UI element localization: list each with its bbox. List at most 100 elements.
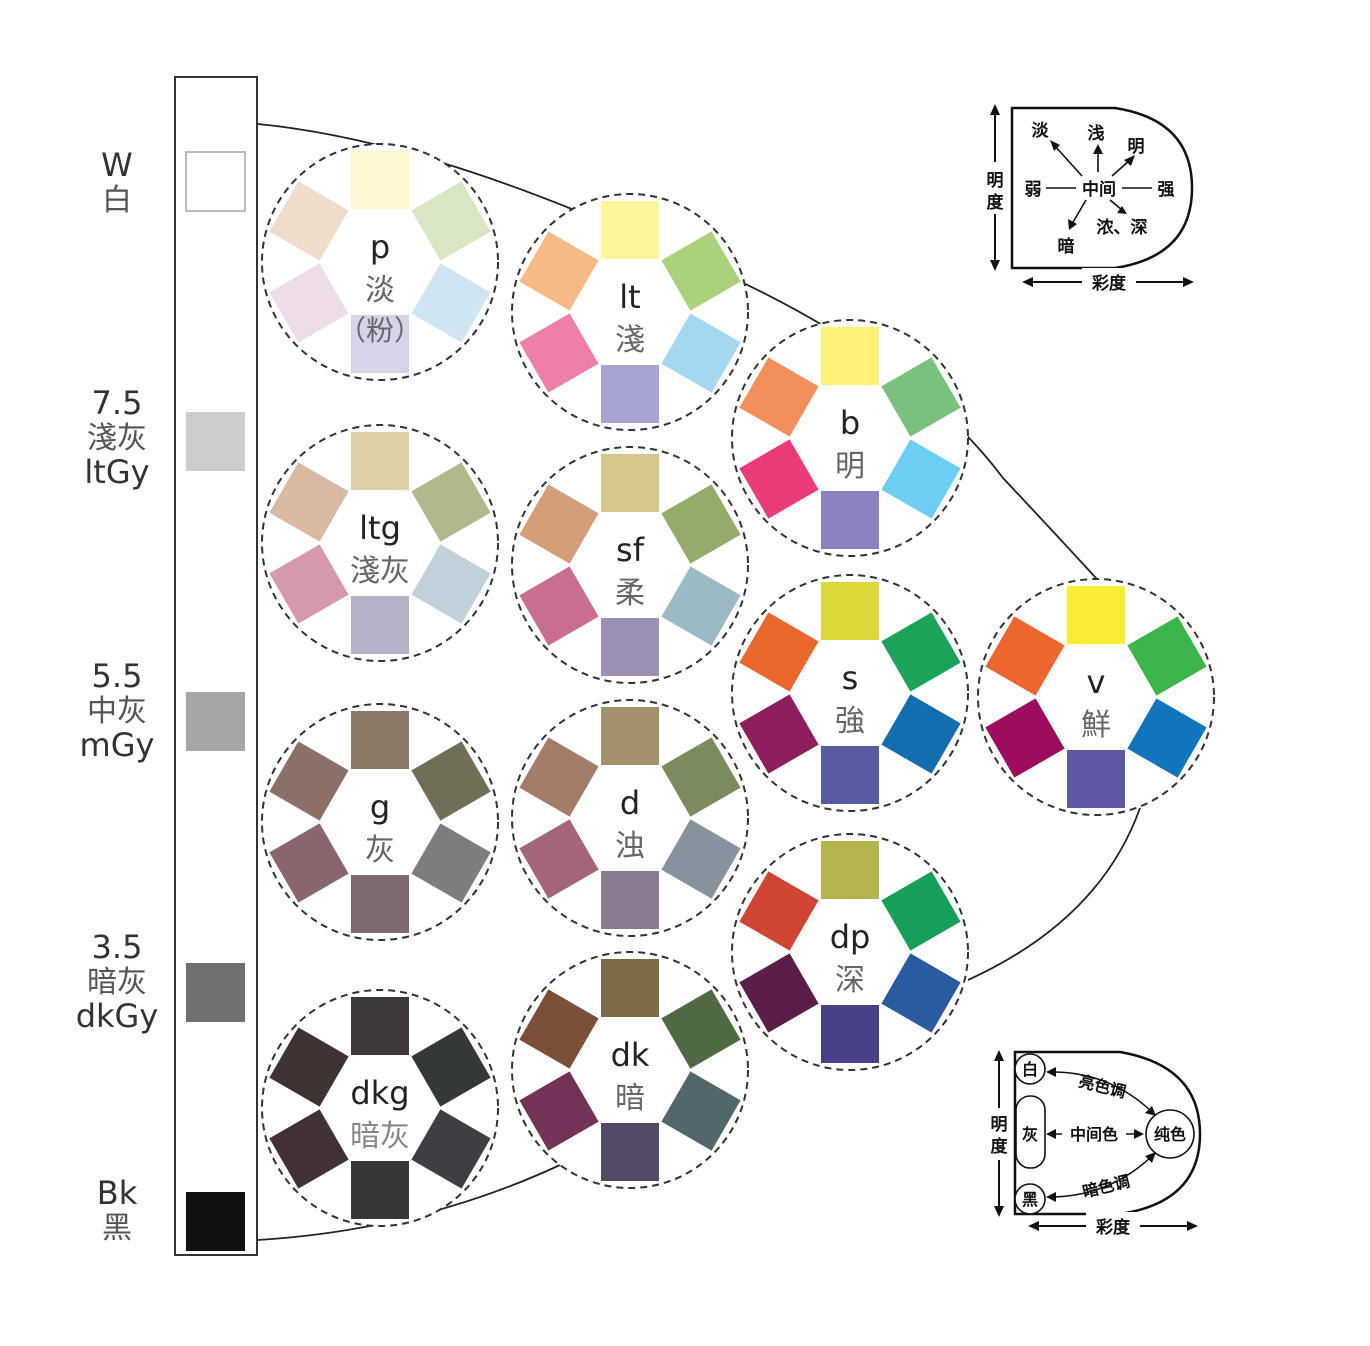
legend-bottom-vaxis-arrow-up	[994, 1050, 1004, 1061]
legend-bottom-haxis-arrow-left	[1028, 1221, 1039, 1231]
tone-swatch	[661, 313, 741, 393]
legend-top-light: 浅	[1088, 123, 1105, 144]
tone-swatch	[351, 711, 409, 769]
legend-top-center: 中间	[1082, 179, 1116, 200]
legend-top-bright: 明	[1128, 137, 1145, 157]
tone-swatch	[411, 1027, 491, 1107]
tone-wheel-dk: dk 暗	[511, 951, 749, 1189]
legend-top-haxis-arrow-left	[1022, 277, 1033, 287]
tone-swatch	[601, 365, 659, 423]
legend-top-haxis-label-bg	[1082, 268, 1136, 296]
tone-swatch	[351, 151, 409, 209]
tone-swatch	[269, 741, 349, 821]
legend-top-weak: 弱	[1025, 180, 1042, 200]
tone-swatch	[821, 841, 879, 899]
tone-swatch	[519, 737, 599, 817]
legend-bottom-haxis-label-bg	[1086, 1212, 1140, 1240]
tone-swatch	[881, 439, 961, 519]
legend-bottom-pure: 纯色	[1154, 1125, 1186, 1144]
gray-label-light-gray: 7.5 淺灰 ltGy	[62, 384, 172, 492]
tone-code-label: dkg	[350, 1074, 409, 1112]
tone-wheel-b: b明	[731, 319, 969, 557]
legend-top-deep: 浓、深	[1097, 217, 1148, 238]
legend-top-dark: 暗	[1058, 236, 1075, 257]
tone-swatch	[881, 612, 961, 692]
tone-swatch	[601, 871, 659, 929]
tone-swatch	[985, 698, 1065, 778]
tone-swatch	[411, 181, 491, 261]
tone-code-label: p	[370, 228, 390, 266]
tone-swatch	[269, 263, 349, 343]
tone-swatch	[519, 566, 599, 646]
tone-swatch	[821, 327, 879, 385]
tone-swatch	[739, 357, 819, 437]
gray-swatch-W	[185, 151, 246, 212]
tone-swatch	[351, 875, 409, 933]
gray-label-mid-gray-zh: 中灰	[87, 693, 147, 729]
tone-swatch	[411, 1109, 491, 1189]
tone-swatch	[269, 181, 349, 261]
tone-name-label: 淺灰	[350, 554, 410, 589]
tone-swatch	[269, 1109, 349, 1189]
tone-swatch	[661, 1071, 741, 1151]
legend-bottom-gray: 灰	[1022, 1125, 1038, 1144]
tone-wheel-dkg: dkg 暗灰	[261, 989, 499, 1227]
gray-label-white-code: W	[101, 146, 133, 184]
tone-swatch	[739, 694, 819, 774]
tone-swatch	[601, 707, 659, 765]
tone-wheel-sf: sf 柔	[511, 446, 749, 684]
tone-swatch	[519, 484, 599, 564]
tone-swatch	[1127, 616, 1207, 696]
legend-bottom-pure-circle	[1145, 1109, 1195, 1159]
tone-swatch	[821, 582, 879, 640]
tone-sub-label: （粉）	[338, 314, 422, 347]
legend-tone-types: 明度 彩度 白 灰 黑 纯色 亮色调 中间色 暗色调	[987, 1050, 1202, 1240]
tone-swatch	[519, 1071, 599, 1151]
gray-label-black-zh: 黑	[102, 1210, 132, 1246]
gray-label-dark-gray-en: dkGy	[75, 997, 159, 1036]
gray-swatch-dkGy	[186, 963, 245, 1022]
gray-label-dark-gray: 3.5 暗灰 dkGy	[62, 929, 172, 1036]
legend-bottom-black: 黑	[1022, 1190, 1038, 1209]
legend-top-pale: 淡	[1032, 121, 1050, 141]
gray-swatch-Bk	[186, 1192, 245, 1251]
legend-bottom-white: 白	[1022, 1060, 1038, 1079]
tone-name-label: 浊	[615, 829, 645, 864]
gray-swatch-ltGy	[186, 412, 245, 471]
tone-swatch	[821, 746, 879, 804]
tone-swatch	[661, 231, 741, 311]
tone-swatch	[661, 484, 741, 564]
legend-bottom-vaxis-arrow-down	[994, 1206, 1004, 1217]
tone-wheel-g: g灰	[261, 703, 499, 941]
tone-swatch	[351, 1161, 409, 1219]
gray-label-light-gray-en: ltGy	[84, 453, 150, 492]
tone-swatch	[601, 454, 659, 512]
tone-swatch	[411, 823, 491, 903]
tone-name-label: 明	[835, 449, 865, 484]
gray-label-white: W 白	[62, 146, 172, 217]
tone-swatch	[821, 491, 879, 549]
tone-swatch	[519, 989, 599, 1069]
legend-bottom-vaxis-label-bg	[987, 1108, 1011, 1160]
tone-code-label: lt	[619, 278, 640, 316]
tone-wheel-v: v鮮	[977, 578, 1215, 816]
tone-swatch	[739, 439, 819, 519]
legend-bottom-mid: 中间色	[1070, 1125, 1118, 1144]
tone-wheel-ltg: ltg 淺灰	[261, 424, 499, 662]
tone-name-label: 淡	[365, 273, 395, 308]
gray-label-dark-gray-zh: 暗灰	[87, 964, 147, 1000]
legend-bottom-white-circle	[1014, 1053, 1046, 1085]
gray-label-light-gray-value: 7.5	[91, 384, 143, 422]
tone-code-label: s	[842, 659, 859, 697]
tone-wheel-s: s強	[731, 574, 969, 812]
tone-name-label: 淺	[615, 323, 645, 358]
legend-top-vaxis-label-bg	[983, 162, 1007, 214]
legend-bottom-vertical-label: 明度	[991, 1115, 1009, 1157]
tone-swatch	[881, 357, 961, 437]
tone-swatch	[601, 618, 659, 676]
tone-name-label: 暗灰	[350, 1119, 410, 1154]
legend-bottom-black-circle	[1014, 1183, 1046, 1215]
tone-swatch	[881, 953, 961, 1033]
